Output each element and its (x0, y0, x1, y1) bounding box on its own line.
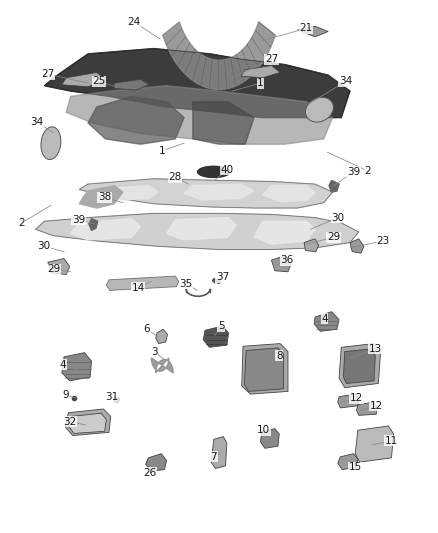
Text: 23: 23 (376, 236, 389, 246)
PathPatch shape (272, 256, 291, 272)
Text: 12: 12 (370, 401, 383, 411)
PathPatch shape (146, 454, 166, 471)
Ellipse shape (41, 127, 61, 159)
Text: 15: 15 (349, 463, 362, 472)
Polygon shape (35, 213, 359, 249)
Text: 13: 13 (369, 344, 382, 354)
Text: 2: 2 (18, 218, 25, 228)
PathPatch shape (350, 239, 364, 253)
PathPatch shape (241, 66, 280, 78)
Polygon shape (151, 358, 173, 373)
Ellipse shape (198, 166, 230, 177)
Text: 1: 1 (257, 78, 264, 88)
PathPatch shape (357, 402, 377, 415)
Polygon shape (79, 185, 123, 208)
Text: 12: 12 (350, 393, 363, 403)
Text: 9: 9 (62, 390, 69, 400)
PathPatch shape (339, 344, 381, 387)
Text: 1: 1 (159, 146, 166, 156)
PathPatch shape (62, 72, 106, 87)
PathPatch shape (304, 239, 318, 252)
Text: 11: 11 (385, 436, 398, 446)
PathPatch shape (65, 409, 111, 435)
PathPatch shape (242, 344, 288, 394)
Text: 24: 24 (127, 17, 141, 27)
Polygon shape (66, 86, 332, 144)
Polygon shape (263, 185, 315, 201)
Text: 5: 5 (218, 321, 225, 331)
Text: 37: 37 (216, 272, 229, 282)
Text: 31: 31 (106, 392, 119, 402)
Text: 6: 6 (144, 324, 150, 334)
Polygon shape (88, 96, 184, 144)
Text: 10: 10 (257, 425, 270, 435)
Text: 8: 8 (276, 351, 283, 361)
Text: 7: 7 (210, 452, 217, 462)
PathPatch shape (338, 394, 359, 408)
PathPatch shape (355, 426, 394, 462)
PathPatch shape (297, 26, 328, 37)
PathPatch shape (68, 413, 106, 433)
Text: 4: 4 (321, 313, 328, 324)
PathPatch shape (211, 437, 227, 469)
Polygon shape (44, 49, 350, 118)
Text: 39: 39 (72, 215, 85, 225)
Text: 30: 30 (37, 241, 50, 251)
Polygon shape (166, 217, 237, 240)
Text: 39: 39 (347, 167, 360, 177)
Text: 28: 28 (169, 172, 182, 182)
Text: 30: 30 (331, 213, 344, 223)
Text: 27: 27 (41, 69, 54, 79)
PathPatch shape (155, 329, 167, 344)
Text: 29: 29 (47, 264, 60, 274)
PathPatch shape (314, 312, 339, 332)
Text: 35: 35 (180, 279, 193, 288)
Text: 27: 27 (265, 54, 278, 64)
Polygon shape (106, 185, 158, 200)
Text: 29: 29 (327, 232, 340, 243)
PathPatch shape (343, 349, 375, 383)
Text: 14: 14 (131, 283, 145, 293)
Text: 26: 26 (143, 468, 157, 478)
PathPatch shape (106, 276, 179, 290)
Text: 34: 34 (30, 117, 43, 127)
Polygon shape (163, 22, 275, 90)
Text: 40: 40 (220, 165, 233, 175)
Text: 21: 21 (300, 23, 313, 34)
Polygon shape (193, 102, 254, 144)
Polygon shape (184, 184, 254, 200)
Text: 25: 25 (92, 77, 106, 86)
Polygon shape (254, 221, 315, 244)
Text: 2: 2 (364, 166, 371, 176)
Ellipse shape (305, 98, 333, 122)
Text: 36: 36 (280, 255, 293, 265)
Text: 34: 34 (339, 77, 352, 86)
Text: 4: 4 (60, 360, 66, 370)
Text: 32: 32 (63, 417, 76, 427)
PathPatch shape (261, 429, 279, 448)
Polygon shape (89, 219, 98, 230)
Polygon shape (71, 219, 141, 240)
PathPatch shape (203, 326, 229, 348)
PathPatch shape (114, 79, 149, 90)
Text: 3: 3 (151, 346, 158, 357)
Polygon shape (79, 179, 332, 208)
PathPatch shape (244, 348, 284, 391)
Text: 38: 38 (98, 192, 111, 203)
PathPatch shape (62, 353, 92, 381)
PathPatch shape (338, 454, 358, 470)
PathPatch shape (48, 259, 70, 274)
Polygon shape (329, 180, 339, 192)
